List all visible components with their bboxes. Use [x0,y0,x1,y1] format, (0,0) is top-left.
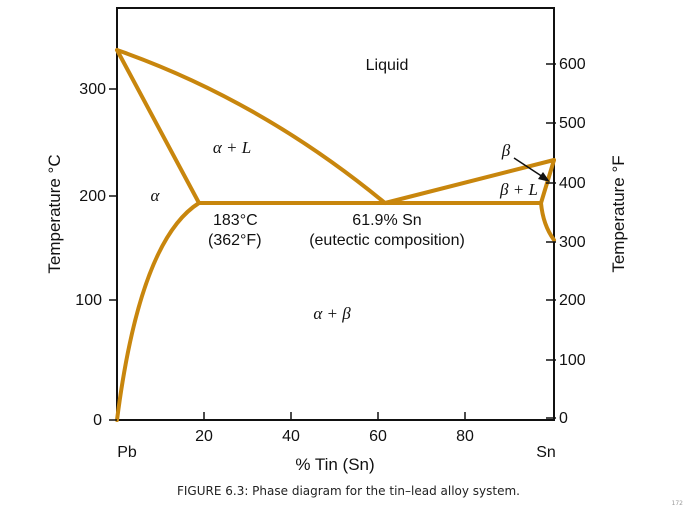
phase-label-liquid: Liquid [366,57,409,74]
left-axis-title: Temperature °C [45,154,64,273]
left-axis [109,88,117,421]
phase-label-beta: β [501,141,511,160]
right-tick-400: 400 [559,175,586,192]
x-tick-40: 40 [282,428,300,445]
eutectic-composition-value: 61.9% Sn [352,212,421,229]
right-axis-title: Temperature °F [609,155,628,272]
phase-label-alpha-liquid: α + L [213,138,251,157]
x-tick-80: 80 [456,428,474,445]
eutectic-composition-label: (eutectic composition) [309,232,465,249]
solvus-left [115,201,201,422]
page-number: 172 [671,500,683,507]
plot-frame [116,7,555,421]
eutectic-temp-f: (362°F) [208,232,262,249]
eutectic-temp-c: 183°C [213,212,258,229]
liquidus-left [115,48,387,205]
solidus-right [539,158,556,205]
x-end-pb: Pb [117,444,137,461]
figure-caption: FIGURE 6.3: Phase diagram for the tin–le… [176,484,520,498]
bottom-axis [203,412,466,420]
left-tick-300: 300 [79,81,106,98]
liquidus-right [383,158,556,205]
left-tick-200: 200 [79,188,106,205]
right-tick-600: 600 [559,56,586,73]
right-tick-200: 200 [559,292,586,309]
right-tick-100: 100 [559,352,586,369]
x-axis-title: % Tin (Sn) [295,455,374,474]
solidus-left [115,48,201,205]
phase-diagram: 0 100 200 300 0 100 200 300 400 500 600 … [45,7,628,474]
beta-pointer-arrow [513,157,550,182]
phase-label-alpha-beta: α + β [313,304,351,323]
right-tick-500: 500 [559,115,586,132]
right-axis [546,63,556,419]
left-tick-0: 0 [93,412,102,429]
right-tick-300: 300 [559,234,586,251]
x-tick-60: 60 [369,428,387,445]
phase-label-alpha: α [151,186,161,205]
x-tick-20: 20 [195,428,213,445]
phase-label-beta-liquid: β + L [499,180,538,199]
solvus-right [539,201,556,242]
phase-boundaries [115,48,556,422]
x-end-sn: Sn [536,444,556,461]
left-tick-100: 100 [75,292,102,309]
right-tick-0: 0 [559,410,568,427]
